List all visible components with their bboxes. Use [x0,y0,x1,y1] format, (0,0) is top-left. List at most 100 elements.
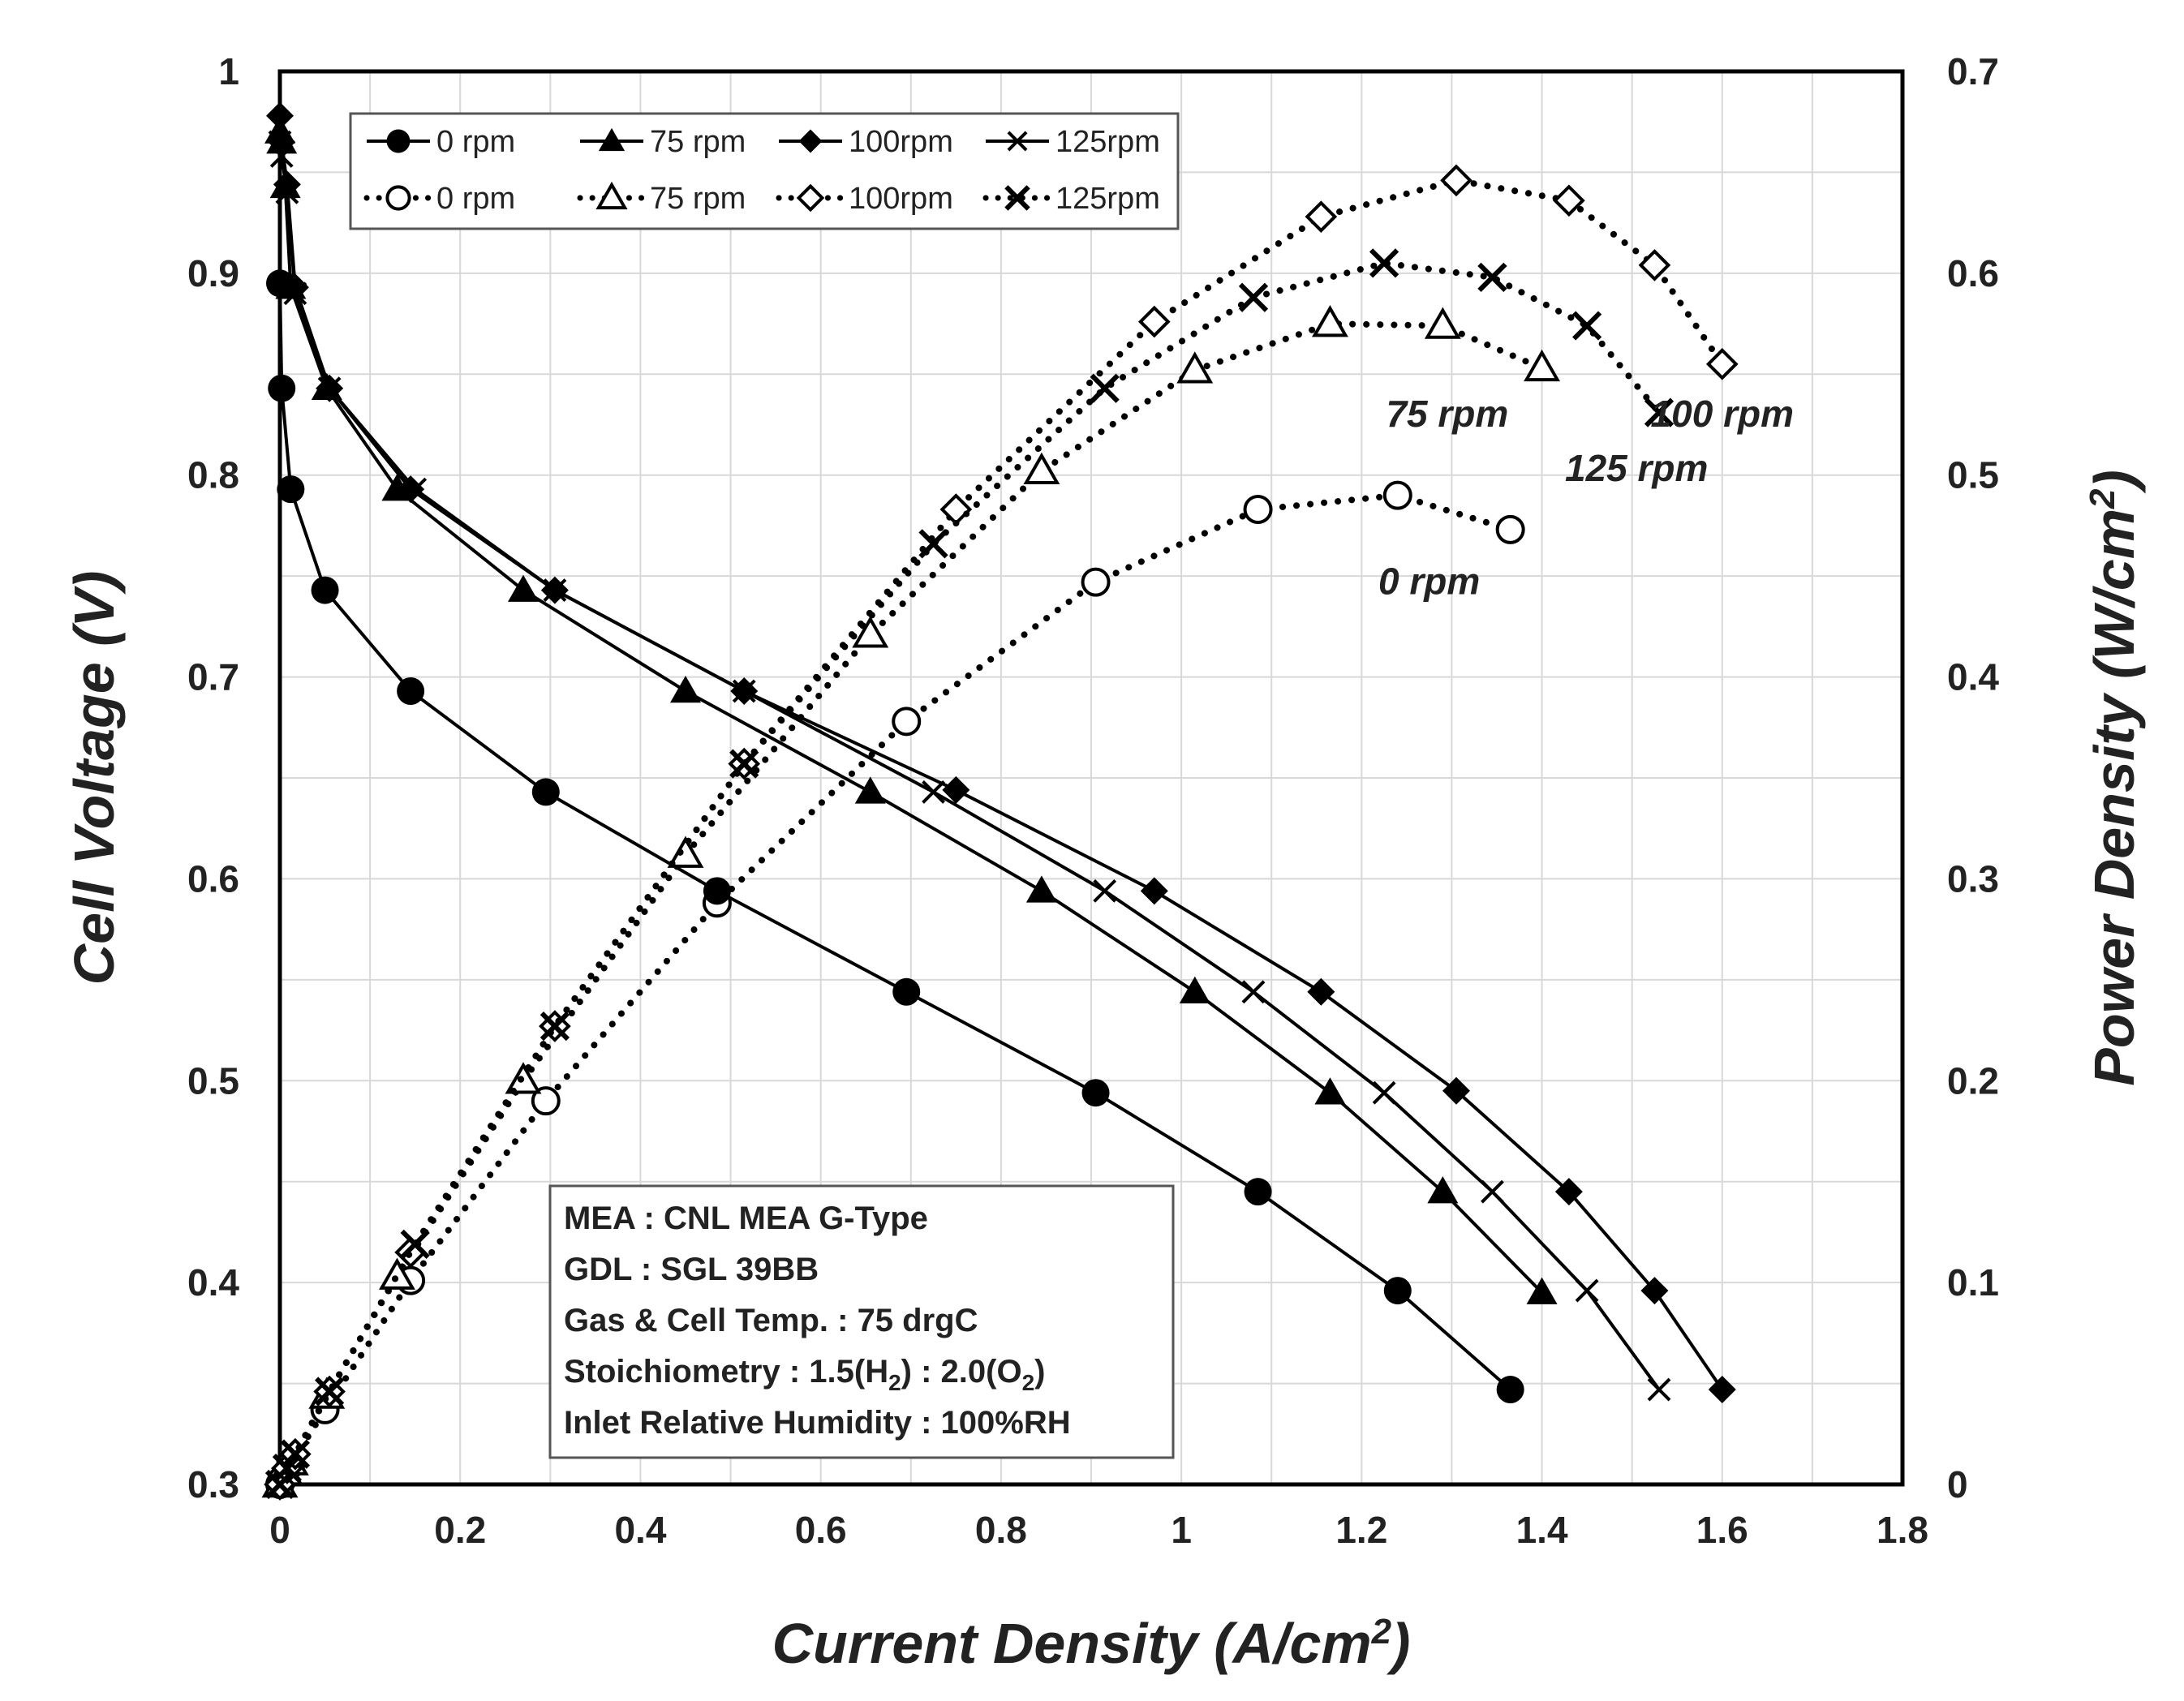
power-data-point [1495,514,1525,544]
x-tick-label: 1.6 [1696,1509,1748,1551]
voltage-data-point [1307,977,1335,1006]
y-right-tick-label: 0 [1947,1463,1968,1506]
y-left-tick-label: 0.8 [187,454,239,496]
voltage-data-point [311,576,339,604]
series-annotations: 75 rpm 100 rpm 125 rpm 0 rpm [1378,393,1794,603]
x-tick-label: 1.4 [1516,1509,1568,1551]
legend: 0 rpm 0 rpm 75 rpm 75 rpm 100rpm 100rpm 125rpm… [349,112,1180,230]
x-axis-title: Current Density (A/cm2) [772,1612,1411,1676]
y-left-tick-label: 0.6 [187,857,239,900]
voltage-data-point [1575,1278,1599,1303]
legend-voltage-label: 125rpm [1055,125,1160,159]
power-data-point [1090,373,1120,403]
legend-voltage-marker [798,129,823,153]
info-box-frame [548,1184,1175,1459]
voltage-series-0-rpm [266,269,1524,1404]
power-data-point [1369,248,1399,278]
x-tick-label: 0.4 [614,1509,666,1551]
power-data-point [540,1011,570,1042]
power-data-point [1023,452,1060,484]
series-annotation-label: 75 rpm [1386,393,1508,435]
info-box-line: GDL : SGL 39BB [564,1252,819,1287]
y-right-tick-label: 0.4 [1947,656,1999,698]
y-left-tick-label: 0.4 [187,1261,239,1304]
power-series-line [277,492,1514,1488]
voltage-data-point [1647,1377,1671,1402]
power-data-point [1524,349,1561,382]
voltage-data-point [1179,976,1210,1004]
power-data-point [729,749,759,779]
x-tick-label: 1 [1171,1509,1192,1551]
voltage-data-point [892,977,921,1006]
power-data-point [1553,184,1585,217]
info-box-line: Gas & Cell Temp. : 75 drgC [564,1303,978,1338]
power-data-point [1305,200,1338,234]
data-series [261,101,1739,1501]
legend-power-marker [595,181,628,210]
voltage-data-point [1640,1277,1669,1305]
power-data-point [1571,311,1602,341]
power-data-point [378,1257,415,1290]
voltage-data-point [1244,1178,1272,1206]
x-tick-label: 0 [269,1509,290,1551]
power-data-point [314,1377,345,1407]
y-right-tick-label: 0.1 [1947,1261,1999,1304]
voltage-data-point [1496,1376,1524,1404]
legend-power-marker [385,185,411,211]
power-data-point [400,1229,430,1259]
legend-voltage-marker [386,129,411,153]
voltage-data-point [1140,877,1168,905]
power-data-point [1238,282,1269,312]
series-annotation-label: 0 rpm [1378,561,1480,603]
legend-power-marker [1004,185,1030,211]
info-box-line: MEA : CNL MEA G-Type [564,1201,928,1236]
power-data-point [1705,348,1739,380]
voltage-data-point [531,778,560,806]
voltage-data-point [1081,1079,1110,1107]
voltage-data-point [732,679,756,703]
legend-voltage-marker [1007,131,1028,152]
voltage-data-point [283,281,307,306]
x-tick-label: 0.2 [434,1509,486,1551]
y-left-tick-label: 0.9 [187,252,239,294]
legend-voltage-label: 100rpm [849,125,953,159]
legend-power-label: 100rpm [849,182,953,216]
voltage-data-point [317,376,342,401]
power-data-point [1081,567,1111,597]
power-data-point [1382,480,1412,510]
voltage-data-point [1314,1077,1346,1105]
legend-box [349,112,1180,230]
power-data-point [852,616,889,648]
voltage-data-point [277,475,305,504]
power-data-point [1644,397,1675,427]
voltage-data-point [1025,875,1057,903]
x-tick-label: 0.8 [975,1509,1027,1551]
legend-voltage-label: 0 rpm [436,125,515,159]
x-tick-label: 1.8 [1877,1509,1928,1551]
power-data-point [1137,305,1171,338]
power-data-point [1440,164,1472,197]
voltage-data-point [670,675,701,703]
x-tick-label: 0.6 [795,1509,847,1551]
voltage-data-point [1442,1076,1470,1105]
voltage-data-point [1708,1376,1736,1404]
voltage-data-point [1093,878,1117,903]
legend-voltage-label: 75 rpm [650,125,746,159]
plot-frame [277,69,1905,1487]
voltage-data-point [854,776,886,804]
voltage-data-point [397,475,425,504]
voltage-data-point [397,677,425,705]
voltage-data-point [508,574,539,602]
voltage-data-point [1383,1277,1412,1305]
voltage-series-line [278,283,1511,1391]
voltage-data-point [1481,1179,1504,1204]
y-left-tick-label: 0.5 [187,1059,239,1102]
axis-ticks: 0 0.2 0.4 0.6 0.8 1 1.2 1.4 1.6 1.8 0.3 0.4 0.5 0.6 0.… [187,50,1999,1551]
voltage-data-point [1554,1178,1583,1206]
voltage-series-125rpm [268,130,1671,1402]
series-annotation-label: 125 rpm [1565,447,1708,489]
voltage-data-point [275,180,299,204]
voltage-data-point [269,144,294,168]
voltage-data-point [266,101,294,130]
